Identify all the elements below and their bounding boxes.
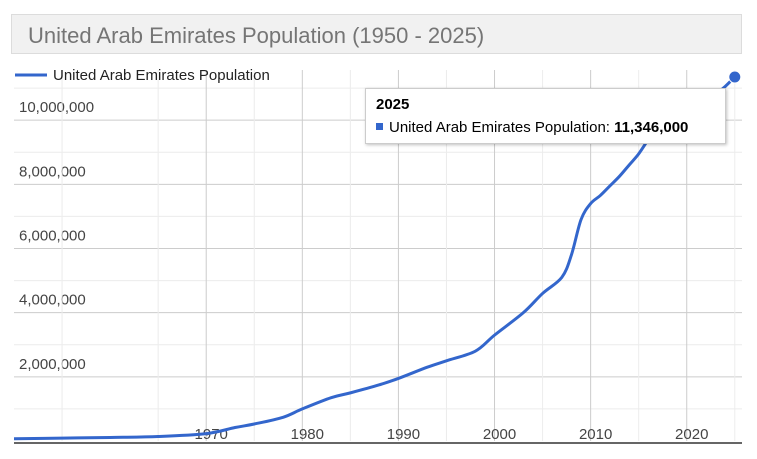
x-tick-label: 2020 [675, 426, 708, 443]
y-tick-label: 2,000,000 [19, 356, 86, 373]
chart-title: United Arab Emirates Population (1950 - … [28, 23, 485, 48]
y-tick-label: 10,000,000 [19, 99, 94, 116]
chart-title-bar: United Arab Emirates Population (1950 - … [11, 14, 742, 54]
y-tick-label: 8,000,000 [19, 163, 86, 180]
y-tick-label: 4,000,000 [19, 292, 86, 309]
y-tick-label: 6,000,000 [19, 228, 86, 245]
tooltip-row: United Arab Emirates Population: 11,346,… [376, 119, 688, 136]
legend-label: United Arab Emirates Population [53, 67, 270, 84]
data-tooltip: 2025 United Arab Emirates Population: 11… [365, 88, 726, 144]
x-tick-label: 2010 [579, 426, 612, 443]
x-tick-label: 1980 [291, 426, 324, 443]
x-tick-label: 2000 [483, 426, 516, 443]
tooltip-series-swatch [376, 123, 383, 130]
x-tick-label: 1990 [387, 426, 420, 443]
highlighted-point [728, 70, 742, 84]
tooltip-year: 2025 [376, 96, 410, 113]
tooltip-series-label: United Arab Emirates Population: [389, 119, 610, 136]
tooltip-value: 11,346,000 [614, 119, 689, 136]
